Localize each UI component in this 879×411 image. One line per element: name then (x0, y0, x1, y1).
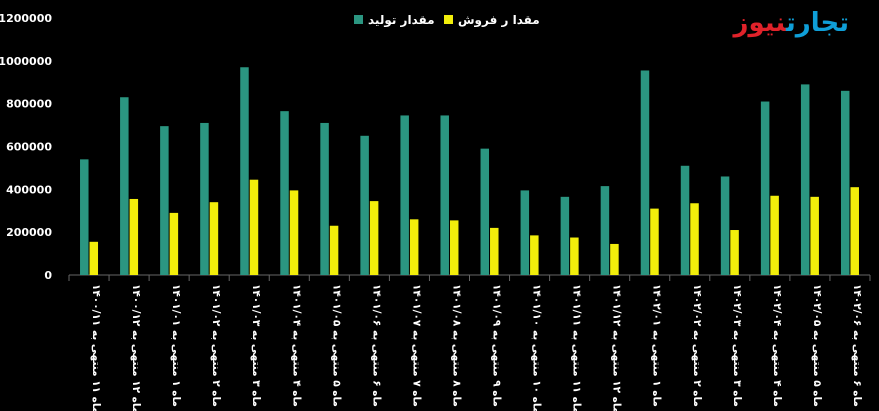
sales-bar (449, 220, 459, 275)
sales-bar (530, 235, 539, 275)
x-tick-label: ماه ۱ منتهی به ۱۴۰۱/۰۱ (170, 284, 182, 407)
x-tick-label: ماه ۱ منتهی به ۱۴۰۲/۰۱ (651, 284, 663, 407)
sales-bar (89, 241, 99, 275)
x-tick-label: ماه ۱۲ منتهی به ۱۴۰۱/۱۲ (611, 284, 623, 411)
production-bar (520, 190, 530, 275)
x-tick-label: ماه ۸ منتهی به ۱۴۰۱/۰۸ (450, 284, 462, 407)
x-tick-label: ماه ۲ منتهی به ۱۴۰۲/۰۲ (691, 284, 703, 407)
sales-bar (690, 203, 699, 275)
x-tick-label: ماه ۱۱ منتهی به ۱۴۰۱/۱۱ (571, 284, 583, 411)
brand-logo-part-b: نیوز (733, 8, 787, 38)
sales-bar (289, 190, 299, 275)
y-tick-label: 1200000 (0, 12, 52, 25)
brand-logo: تجارتنیوز (734, 8, 850, 38)
production-bar (760, 101, 770, 276)
sales-bar (329, 225, 339, 275)
sales-bar (650, 208, 659, 275)
sales-bar (610, 243, 619, 275)
x-tick-label: ماه ۱۰ منتهی به ۱۴۰۱/۱۰ (531, 284, 543, 411)
x-tick-label: ماه ۴ منتهی به ۱۴۰۱/۰۴ (290, 284, 302, 407)
production-bar (120, 97, 129, 275)
production-bar (440, 115, 449, 275)
production-bar (800, 84, 810, 276)
production-bar (840, 90, 850, 275)
y-tick-label: 0 (44, 269, 52, 282)
sales-bar (129, 198, 139, 275)
sales-bar (570, 237, 579, 275)
legend-swatch-sales (444, 15, 453, 24)
y-tick-label: 400000 (6, 183, 52, 196)
sales-bar (730, 230, 739, 275)
sales-bar (249, 179, 259, 275)
x-tick-label: ماه ۶ منتهی به ۱۴۰۱/۰۶ (370, 284, 382, 407)
sales-bar (810, 196, 819, 275)
production-bar (720, 176, 730, 275)
x-tick-label: ماه ۵ منتهی به ۱۴۰۲/۰۵ (811, 284, 823, 407)
y-tick-label: 800000 (6, 98, 52, 111)
brand-logo-part-a: تجارت (786, 8, 850, 38)
sales-bar (169, 212, 179, 275)
x-tick-label: ماه ۵ منتهی به ۱۴۰۱/۰۵ (330, 284, 342, 407)
y-tick-label: 200000 (6, 226, 52, 239)
production-bar (480, 148, 490, 275)
x-tick-label: ماه ۳ منتهی به ۱۴۰۱/۰۳ (250, 284, 262, 407)
production-bar (400, 115, 409, 275)
production-bar (640, 70, 650, 276)
y-tick-label: 600000 (6, 141, 52, 154)
production-bar (600, 186, 610, 275)
x-tick-label: ماه ۶ منتهی به ۱۴۰۲/۰۶ (851, 284, 863, 407)
production-bar (560, 196, 570, 275)
x-tick-label: ماه ۹ منتهی به ۱۴۰۱/۰۹ (491, 284, 503, 407)
x-tick-label: ماه ۲ منتهی به ۱۴۰۱/۰۲ (210, 284, 222, 407)
production-bar (280, 111, 289, 275)
legend-label-sales: مقدا ر فروش (458, 13, 540, 28)
production-bar (160, 126, 169, 275)
y-tick-label: 1000000 (0, 55, 52, 68)
production-bar (320, 122, 329, 275)
sales-bar (209, 202, 219, 275)
sales-bar (409, 219, 419, 275)
production-bar (360, 135, 369, 275)
x-tick-label: ماه ۱۱ منتهی به ۱۴۰۰/۱۱ (90, 284, 102, 411)
production-bar (240, 67, 249, 275)
x-tick-label: ماه ۴ منتهی به ۱۴۰۲/۰۴ (771, 284, 783, 407)
sales-bar (770, 195, 779, 275)
legend-swatch-production (354, 15, 363, 24)
sales-bar (490, 227, 499, 275)
legend-label-production: مقدار تولید (368, 13, 435, 28)
x-tick-label: ماه ۱۲ منتهی به ۱۴۰۰/۱۲ (130, 284, 142, 411)
x-tick-label: ماه ۳ منتهی به ۱۴۰۲/۰۳ (731, 284, 743, 407)
sales-bar (850, 187, 859, 275)
sales-bar (369, 201, 379, 275)
production-bar (680, 165, 690, 275)
x-tick-label: ماه ۷ منتهی به ۱۴۰۱/۰۷ (410, 284, 422, 407)
production-bar (80, 159, 89, 275)
production-bar (200, 122, 209, 275)
